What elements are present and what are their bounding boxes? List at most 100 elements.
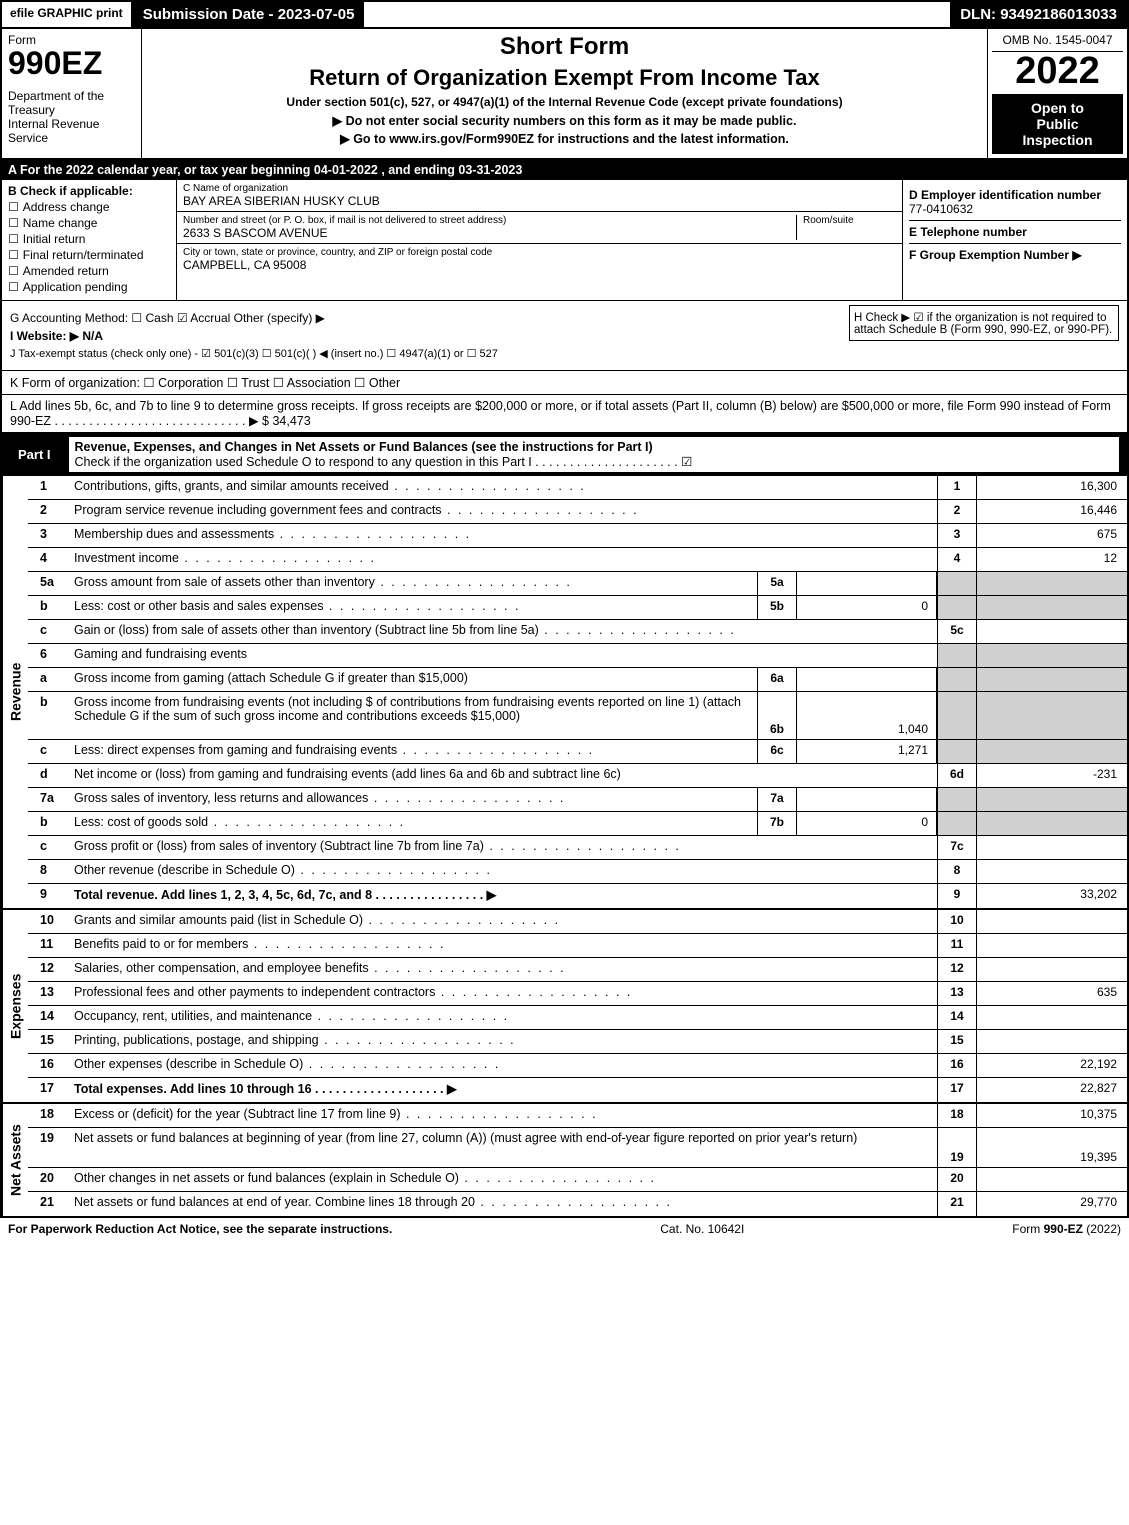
part-i-title: Revenue, Expenses, and Changes in Net As…: [75, 440, 653, 454]
line-17-desc: Total expenses. Add lines 10 through 16 …: [68, 1078, 937, 1102]
line-7c-num: c: [28, 836, 68, 859]
group-section: F Group Exemption Number ▶: [909, 244, 1121, 266]
line-5a-sv: [797, 572, 937, 595]
line-9: 9 Total revenue. Add lines 1, 2, 3, 4, 5…: [28, 884, 1127, 908]
line-15-rn: 15: [937, 1030, 977, 1053]
line-8: 8 Other revenue (describe in Schedule O)…: [28, 860, 1127, 884]
line-3-num: 3: [28, 524, 68, 547]
line-8-rn: 8: [937, 860, 977, 883]
submission-date: Submission Date - 2023-07-05: [133, 2, 365, 27]
line-6b-sn: 6b: [757, 692, 797, 739]
line-9-rn: 9: [937, 884, 977, 908]
expenses-body: 10 Grants and similar amounts paid (list…: [28, 910, 1127, 1102]
line-7c-rn: 7c: [937, 836, 977, 859]
line-9-desc: Total revenue. Add lines 1, 2, 3, 4, 5c,…: [68, 884, 937, 908]
line-5b: b Less: cost or other basis and sales ex…: [28, 596, 1127, 620]
line-6d-val: -231: [977, 764, 1127, 787]
checkbox-application-pending[interactable]: Application pending: [8, 280, 170, 294]
line-19: 19 Net assets or fund balances at beginn…: [28, 1128, 1127, 1168]
tax-year: 2022: [992, 52, 1123, 90]
line-8-num: 8: [28, 860, 68, 883]
line-5c-val: [977, 620, 1127, 643]
line-14-desc: Occupancy, rent, utilities, and maintena…: [68, 1006, 937, 1029]
checkbox-final-return[interactable]: Final return/terminated: [8, 248, 170, 262]
line-14: 14 Occupancy, rent, utilities, and maint…: [28, 1006, 1127, 1030]
line-6-desc: Gaming and fundraising events: [68, 644, 937, 667]
line-1-val: 16,300: [977, 476, 1127, 499]
form-number: 990EZ: [8, 47, 135, 79]
line-16: 16 Other expenses (describe in Schedule …: [28, 1054, 1127, 1078]
line-5c: c Gain or (loss) from sale of assets oth…: [28, 620, 1127, 644]
checkbox-initial-return[interactable]: Initial return: [8, 232, 170, 246]
checkbox-amended-return[interactable]: Amended return: [8, 264, 170, 278]
line-5a: 5a Gross amount from sale of assets othe…: [28, 572, 1127, 596]
line-6c-num: c: [28, 740, 68, 763]
efile-print-button[interactable]: efile GRAPHIC print: [2, 2, 133, 27]
line-17-rn: 17: [937, 1078, 977, 1102]
footer-center: Cat. No. 10642I: [660, 1222, 744, 1236]
open-line2: Public: [996, 116, 1119, 132]
line-14-num: 14: [28, 1006, 68, 1029]
line-6a-rn-shaded: [937, 668, 977, 691]
line-14-rn: 14: [937, 1006, 977, 1029]
part-i-header: Part I Revenue, Expenses, and Changes in…: [0, 433, 1129, 476]
col-c-org-info: C Name of organization BAY AREA SIBERIAN…: [177, 180, 902, 300]
line-14-val: [977, 1006, 1127, 1029]
line-5b-sv: 0: [797, 596, 937, 619]
open-inspection-box: Open to Public Inspection: [992, 94, 1123, 154]
netassets-body: 18 Excess or (deficit) for the year (Sub…: [28, 1104, 1127, 1216]
line-3-desc: Membership dues and assessments: [68, 524, 937, 547]
line-10-rn: 10: [937, 910, 977, 933]
line-5b-sn: 5b: [757, 596, 797, 619]
ein-section: D Employer identification number 77-0410…: [909, 184, 1121, 221]
header-right: OMB No. 1545-0047 2022 Open to Public In…: [987, 29, 1127, 158]
line-6c-sn: 6c: [757, 740, 797, 763]
line-12-val: [977, 958, 1127, 981]
line-19-desc: Net assets or fund balances at beginning…: [68, 1128, 937, 1167]
checkbox-name-change[interactable]: Name change: [8, 216, 170, 230]
city-row: City or town, state or province, country…: [177, 244, 902, 275]
line-12-rn: 12: [937, 958, 977, 981]
line-6-rn-shaded: [937, 644, 977, 667]
line-15: 15 Printing, publications, postage, and …: [28, 1030, 1127, 1054]
ghij-block: G Accounting Method: ☐ Cash ☑ Accrual Ot…: [0, 301, 1129, 371]
line-5a-rn-shaded: [937, 572, 977, 595]
city: CAMPBELL, CA 95008: [183, 258, 896, 272]
line-13-desc: Professional fees and other payments to …: [68, 982, 937, 1005]
line-2-desc: Program service revenue including govern…: [68, 500, 937, 523]
line-5a-desc: Gross amount from sale of assets other t…: [68, 572, 757, 595]
line-1-desc: Contributions, gifts, grants, and simila…: [68, 476, 937, 499]
line-3: 3 Membership dues and assessments 3 675: [28, 524, 1127, 548]
col-d-identifiers: D Employer identification number 77-0410…: [902, 180, 1127, 300]
footer-left: For Paperwork Reduction Act Notice, see …: [8, 1222, 392, 1236]
open-line3: Inspection: [996, 132, 1119, 148]
line-13-num: 13: [28, 982, 68, 1005]
line-6d: d Net income or (loss) from gaming and f…: [28, 764, 1127, 788]
goto-link[interactable]: ▶ Go to www.irs.gov/Form990EZ for instru…: [150, 131, 979, 146]
line-10: 10 Grants and similar amounts paid (list…: [28, 910, 1127, 934]
line-6d-num: d: [28, 764, 68, 787]
col-b-checkboxes: B Check if applicable: Address change Na…: [2, 180, 177, 300]
line-2-val: 16,446: [977, 500, 1127, 523]
line-4: 4 Investment income 4 12: [28, 548, 1127, 572]
line-6a-sn: 6a: [757, 668, 797, 691]
tel-label: E Telephone number: [909, 225, 1121, 239]
line-6a-num: a: [28, 668, 68, 691]
line-20: 20 Other changes in net assets or fund b…: [28, 1168, 1127, 1192]
line-19-val: 19,395: [977, 1128, 1127, 1167]
line-18-val: 10,375: [977, 1104, 1127, 1127]
line-15-val: [977, 1030, 1127, 1053]
ein: 77-0410632: [909, 202, 1121, 216]
side-netassets: Net Assets: [2, 1104, 28, 1216]
line-16-desc: Other expenses (describe in Schedule O): [68, 1054, 937, 1077]
line-20-desc: Other changes in net assets or fund bala…: [68, 1168, 937, 1191]
line-11-val: [977, 934, 1127, 957]
street-row: Number and street (or P. O. box, if mail…: [177, 212, 902, 244]
line-6c: c Less: direct expenses from gaming and …: [28, 740, 1127, 764]
revenue-body: 1 Contributions, gifts, grants, and simi…: [28, 476, 1127, 908]
return-title: Return of Organization Exempt From Incom…: [150, 65, 979, 91]
checkbox-address-change[interactable]: Address change: [8, 200, 170, 214]
line-21-desc: Net assets or fund balances at end of ye…: [68, 1192, 937, 1216]
line-6c-desc: Less: direct expenses from gaming and fu…: [68, 740, 757, 763]
line-18-rn: 18: [937, 1104, 977, 1127]
